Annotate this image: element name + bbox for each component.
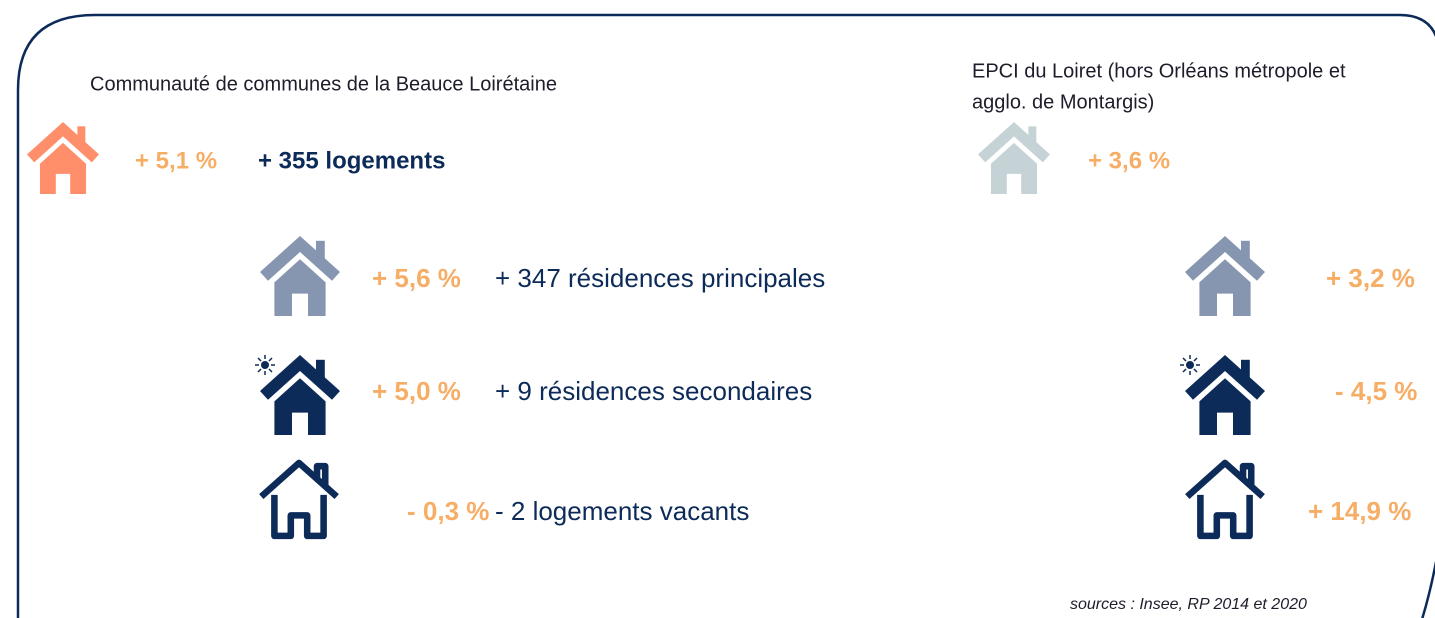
total-pct: + 5,1 %: [135, 147, 217, 174]
house-icon: [1185, 236, 1265, 316]
house-icon: [260, 355, 340, 435]
house-icon: [1185, 355, 1265, 435]
total-label: + 355 logements: [258, 147, 445, 174]
row-pct: - 0,3 %: [407, 496, 489, 526]
house-icon: [261, 463, 336, 536]
row-pct: - 4,5 %: [1335, 376, 1417, 406]
row-pct: + 3,2 %: [1326, 263, 1415, 293]
house-icon: [1187, 463, 1262, 536]
row-pct: + 5,6 %: [372, 263, 461, 293]
house-icon: [260, 236, 340, 316]
row-label: - 2 logements vacants: [495, 496, 749, 526]
frame: [16, 13, 1435, 618]
house-icon: [27, 122, 99, 194]
right-title: agglo. de Montargis): [972, 91, 1154, 113]
total-pct: + 3,6 %: [1088, 147, 1170, 174]
sun-icon: [1180, 355, 1200, 375]
source: sources : Insee, RP 2014 et 2020: [1070, 596, 1307, 613]
house-icon: [978, 122, 1050, 194]
row-pct: + 5,0 %: [372, 376, 461, 406]
right-title: EPCI du Loiret (hors Orléans métropole e…: [972, 60, 1346, 82]
sun-icon: [255, 355, 275, 375]
row-pct: + 14,9 %: [1308, 496, 1411, 526]
left-title: Communauté de communes de la Beauce Loir…: [90, 73, 557, 95]
row-label: + 347 résidences principales: [495, 263, 825, 293]
row-label: + 9 résidences secondaires: [495, 376, 812, 406]
